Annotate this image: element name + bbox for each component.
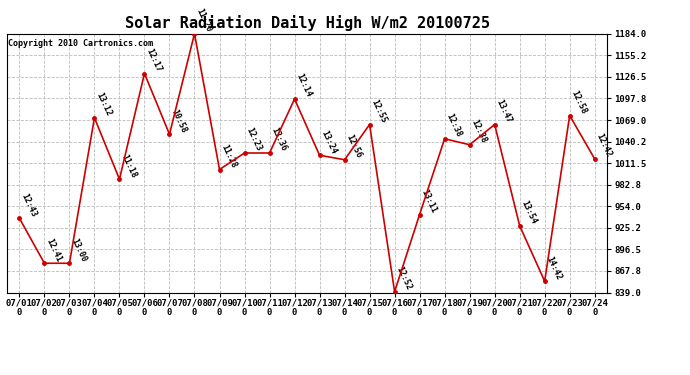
Text: 12:42: 12:42 [595,132,613,159]
Text: 12:14: 12:14 [295,72,313,99]
Text: Copyright 2010 Cartronics.com: Copyright 2010 Cartronics.com [8,39,153,48]
Text: 12:38: 12:38 [470,118,489,145]
Text: 13:00: 13:00 [70,237,88,263]
Text: 13:54: 13:54 [520,199,538,226]
Text: 14:42: 14:42 [544,255,564,281]
Text: 12:55: 12:55 [370,98,388,124]
Text: 10:58: 10:58 [170,108,188,134]
Text: 13:36: 13:36 [270,126,288,153]
Text: 13:47: 13:47 [495,98,513,124]
Text: 12:56: 12:56 [344,133,364,160]
Text: 12:41: 12:41 [44,237,63,263]
Text: 12:17: 12:17 [144,47,164,74]
Text: 12:43: 12:43 [19,192,38,218]
Text: 13:12: 13:12 [95,91,113,118]
Text: 13:11: 13:11 [420,188,438,214]
Text: 11:28: 11:28 [219,143,238,170]
Text: 12:38: 12:38 [444,112,464,139]
Text: 11:18: 11:18 [119,153,138,179]
Text: 12:58: 12:58 [570,89,589,116]
Text: 13:24: 13:24 [319,129,338,155]
Text: 12:52: 12:52 [395,265,413,292]
Text: 11:20: 11:20 [195,7,213,34]
Title: Solar Radiation Daily High W/m2 20100725: Solar Radiation Daily High W/m2 20100725 [125,15,489,31]
Text: 12:23: 12:23 [244,126,264,153]
